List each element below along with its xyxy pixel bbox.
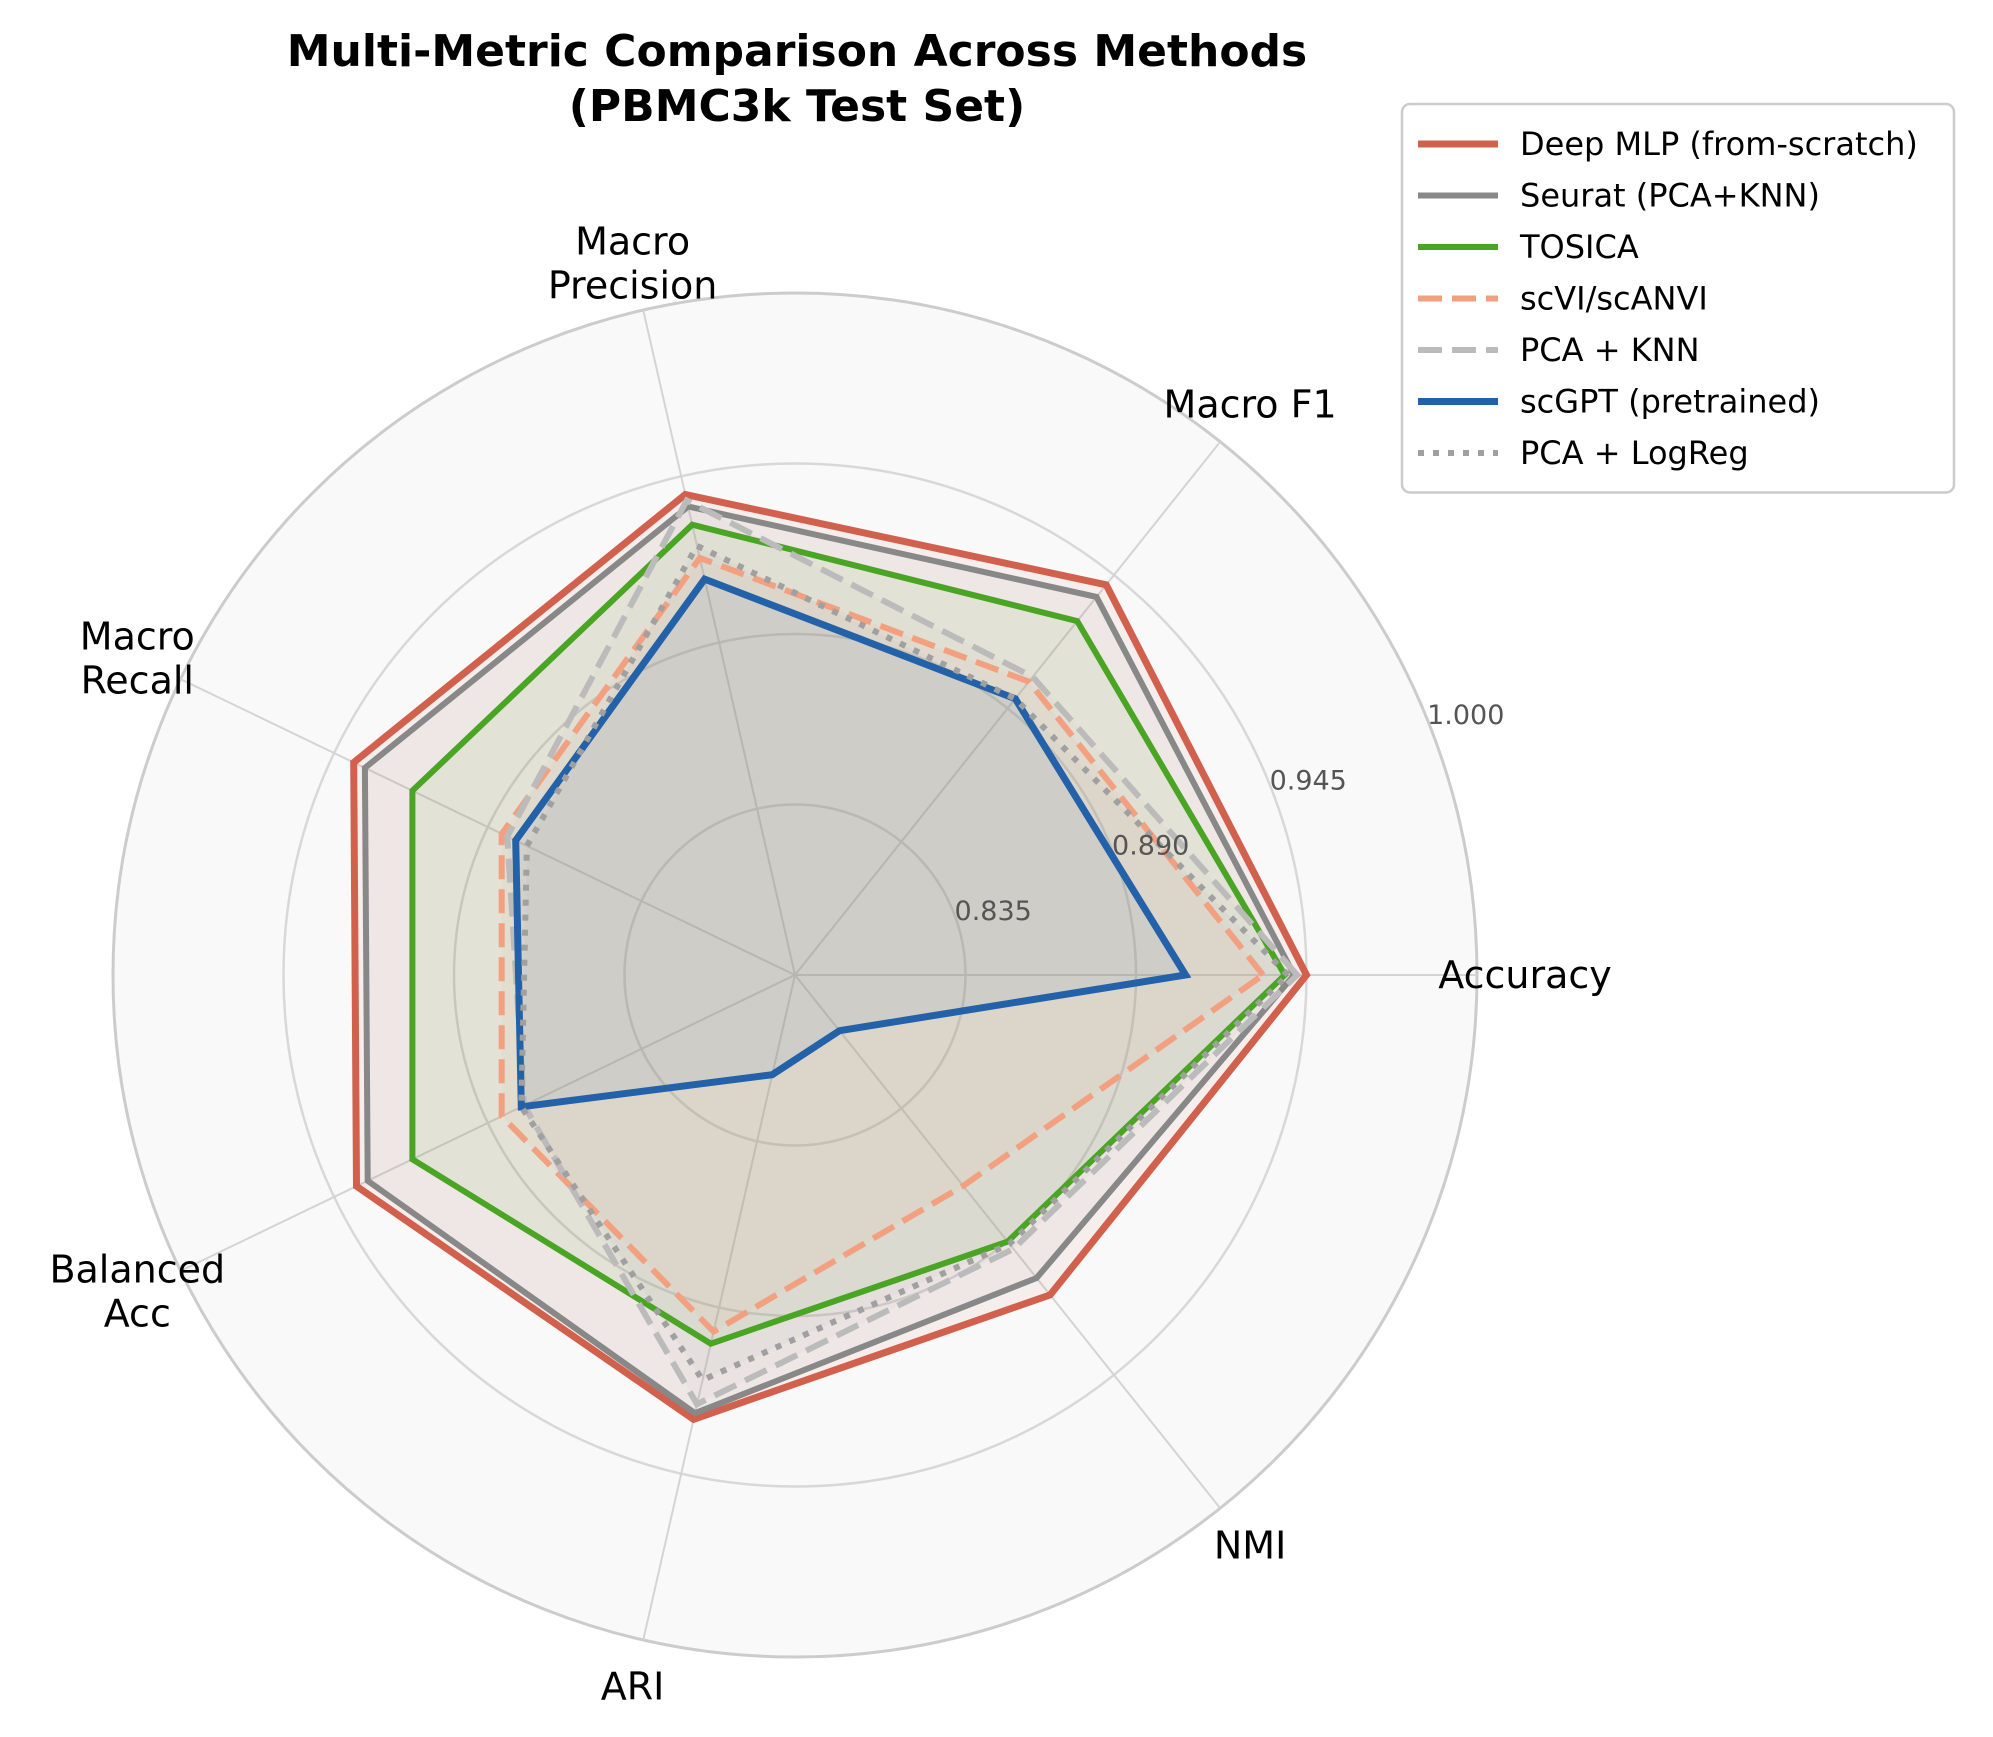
- series-line: [350, 490, 1311, 1424]
- r-tick-label: 0.945: [1270, 765, 1347, 796]
- legend-label: PCA + LogReg: [1520, 434, 1749, 472]
- r-tick-label: 0.890: [1112, 831, 1189, 862]
- r-tick-label: 0.835: [955, 896, 1032, 927]
- chart-title-line-2: (PBMC3k Test Set): [569, 81, 1025, 132]
- axis-label: Macro Precision: [548, 219, 718, 307]
- grid-spoke: [794, 441, 1222, 976]
- legend-label: scGPT (pretrained): [1520, 383, 1820, 421]
- axis-label: ARI: [601, 1665, 665, 1709]
- legend-label: Seurat (PCA+KNN): [1520, 177, 1820, 215]
- legend-frame: [1400, 102, 1956, 494]
- axis-label: Accuracy: [1438, 953, 1612, 997]
- series-line: [361, 503, 1298, 1417]
- series-line: [498, 554, 1268, 1336]
- series-fill: [507, 500, 1298, 1405]
- r-tick-label: 1.000: [1427, 700, 1504, 731]
- series-line: [512, 574, 1192, 1111]
- legend-label: PCA + KNN: [1520, 331, 1700, 369]
- grid-spoke: [180, 678, 796, 976]
- series-fill: [521, 545, 1288, 1380]
- grid-spoke: [180, 974, 796, 1272]
- axis-label: Balanced Acc: [49, 1248, 225, 1336]
- radar-plot-area: 0.835 0.890 0.945 1.000 Accuracy Macro F1 Macr…: [49, 219, 1611, 1708]
- legend-label: scVI/scANVI: [1520, 280, 1708, 318]
- axis-label: Macro F1: [1164, 382, 1337, 426]
- legend: Deep MLP (from-scratch) Seurat (PCA+KNN) T…: [1400, 102, 1956, 494]
- legend-label: Deep MLP (from-scratch): [1520, 125, 1918, 163]
- chart-title-line-1: Multi-Metric Comparison Across Methods: [287, 26, 1307, 77]
- grid-spoke: [642, 309, 796, 976]
- axis-label: NMI: [1214, 1524, 1286, 1568]
- series-fill: [501, 557, 1264, 1332]
- legend-label: TOSICA: [1519, 228, 1639, 266]
- series-fill: [515, 579, 1186, 1107]
- grid-spoke: [642, 974, 796, 1641]
- axis-label: Macro Recall: [80, 614, 195, 702]
- series-line: [518, 541, 1293, 1384]
- series-line: [409, 521, 1289, 1347]
